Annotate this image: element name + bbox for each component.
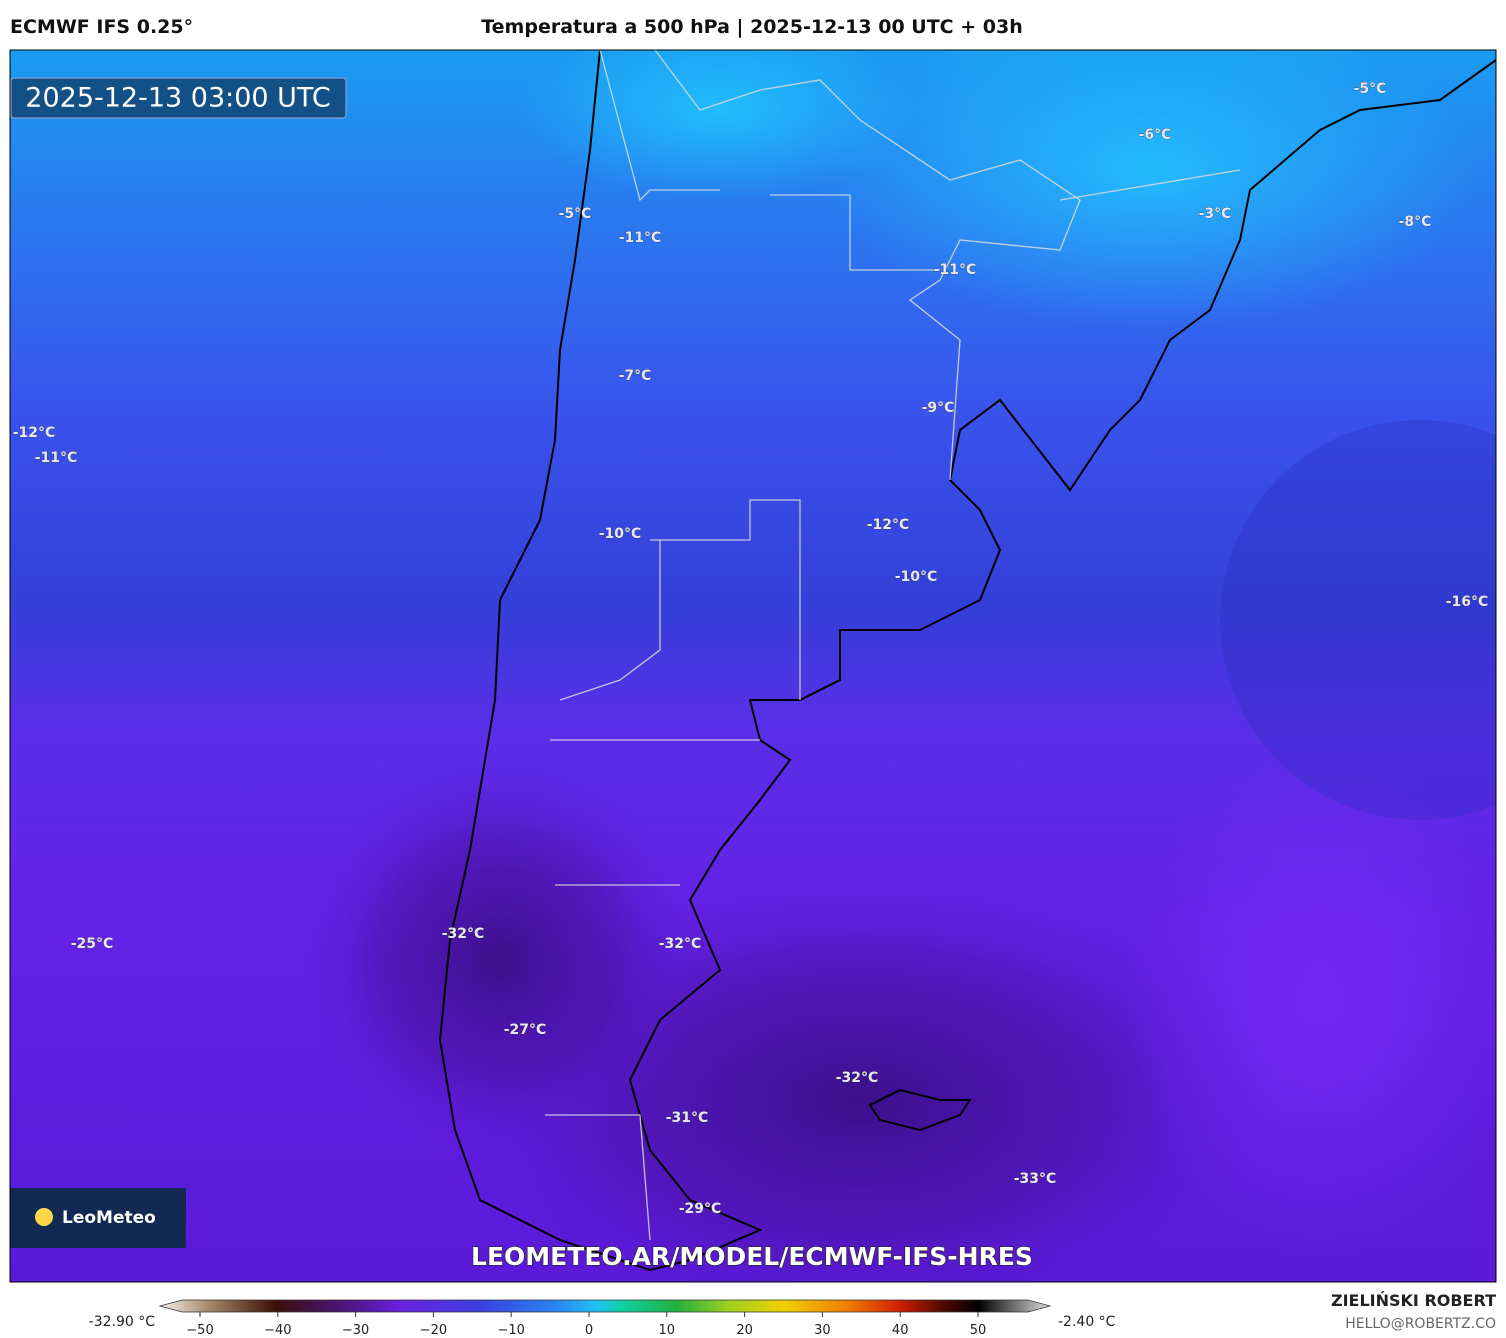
temperature-label: -32°C — [659, 936, 702, 952]
temperature-label: -32°C — [836, 1070, 879, 1086]
temperature-label: -25°C — [71, 936, 114, 952]
author: ZIELIŃSKI ROBERT — [1331, 1291, 1496, 1310]
colorbar-tick-label: −10 — [497, 1323, 524, 1338]
temperature-label: -3°C — [1199, 206, 1232, 222]
colorbar-tick-label: 50 — [970, 1323, 987, 1338]
temperature-label: -11°C — [619, 230, 662, 246]
islands — [868, 1088, 972, 1132]
borders — [545, 50, 1241, 1241]
temperature-label: -32°C — [442, 926, 485, 942]
warm-area — [1120, 740, 1496, 1260]
colorbar-tick-label: 20 — [736, 1323, 753, 1338]
temperature-label: -7°C — [619, 368, 652, 384]
colorbar-scale — [158, 1299, 1052, 1313]
email: HELLO@ROBERTZ.CO — [1345, 1316, 1496, 1332]
temperature-label: -9°C — [922, 400, 955, 416]
map: -5°C -11°C -11°C -5°C -6°C -3°C -8°C -7°… — [10, 50, 1496, 1282]
temperature-label: -5°C — [1354, 81, 1387, 97]
colorbar-tick-label: −30 — [342, 1323, 369, 1338]
temperature-label: -10°C — [895, 569, 938, 585]
colorbar-tick-label: 30 — [814, 1323, 831, 1338]
map-frame — [9, 49, 1497, 1283]
cold-core — [300, 760, 700, 1160]
temperature-label: -29°C — [679, 1201, 722, 1217]
colorbar-ticks: −50 −40 −30 −20 −10 0 10 20 30 40 50 — [186, 1312, 986, 1338]
temperature-label: -11°C — [934, 262, 977, 278]
colorbar-tick-label: 10 — [659, 1323, 676, 1338]
colorbar-max: -2.40 °C — [1058, 1314, 1116, 1330]
colorbar: -32.90 °C -2.40 °C −50 −40 −30 −20 −10 0 10 20 3… — [89, 1299, 1116, 1338]
logo-sun — [35, 1208, 53, 1226]
colorbar-tick-label: −50 — [186, 1323, 213, 1338]
cold-area — [1220, 420, 1496, 820]
logo-text: LeoMeteo — [62, 1208, 156, 1228]
temperature-label: -8°C — [1399, 214, 1432, 230]
temperature-label: -5°C — [559, 206, 592, 222]
colorbar-tick-label: −40 — [264, 1323, 291, 1338]
colorbar-tick-label: 40 — [892, 1323, 909, 1338]
labels: -5°C -11°C -11°C -5°C -6°C -3°C -8°C -7°… — [12, 81, 1489, 1218]
temperature-label: -33°C — [1014, 1171, 1057, 1187]
model-name: ECMWF IFS 0.25° — [10, 16, 193, 38]
warm-area — [820, 50, 1480, 330]
temperature-label: -27°C — [504, 1022, 547, 1038]
url-watermark: LEOMETEO.AR/MODEL/ECMWF-IFS-HRES — [471, 1242, 1033, 1271]
temperature-label: -11°C — [35, 450, 78, 466]
temperature-label: -16°C — [1446, 594, 1489, 610]
title: Temperatura a 500 hPa | 2025-12-13 00 UT… — [481, 16, 1023, 38]
temperature-label: -31°C — [666, 1110, 709, 1126]
timestamp-box — [10, 77, 347, 119]
colorbar-min: -32.90 °C — [89, 1314, 156, 1330]
temperature-label: -10°C — [599, 526, 642, 542]
temperature-label: -12°C — [867, 517, 910, 533]
warm-area — [520, 50, 920, 200]
timestamp: 2025-12-13 03:00 UTC — [25, 83, 330, 114]
colorbar-tick-label: 0 — [585, 1323, 593, 1338]
coastline — [438, 50, 1496, 1272]
temperature-label: -12°C — [13, 425, 56, 441]
colorbar-tick-label: −20 — [420, 1323, 447, 1338]
temperature-label: -6°C — [1139, 127, 1172, 143]
